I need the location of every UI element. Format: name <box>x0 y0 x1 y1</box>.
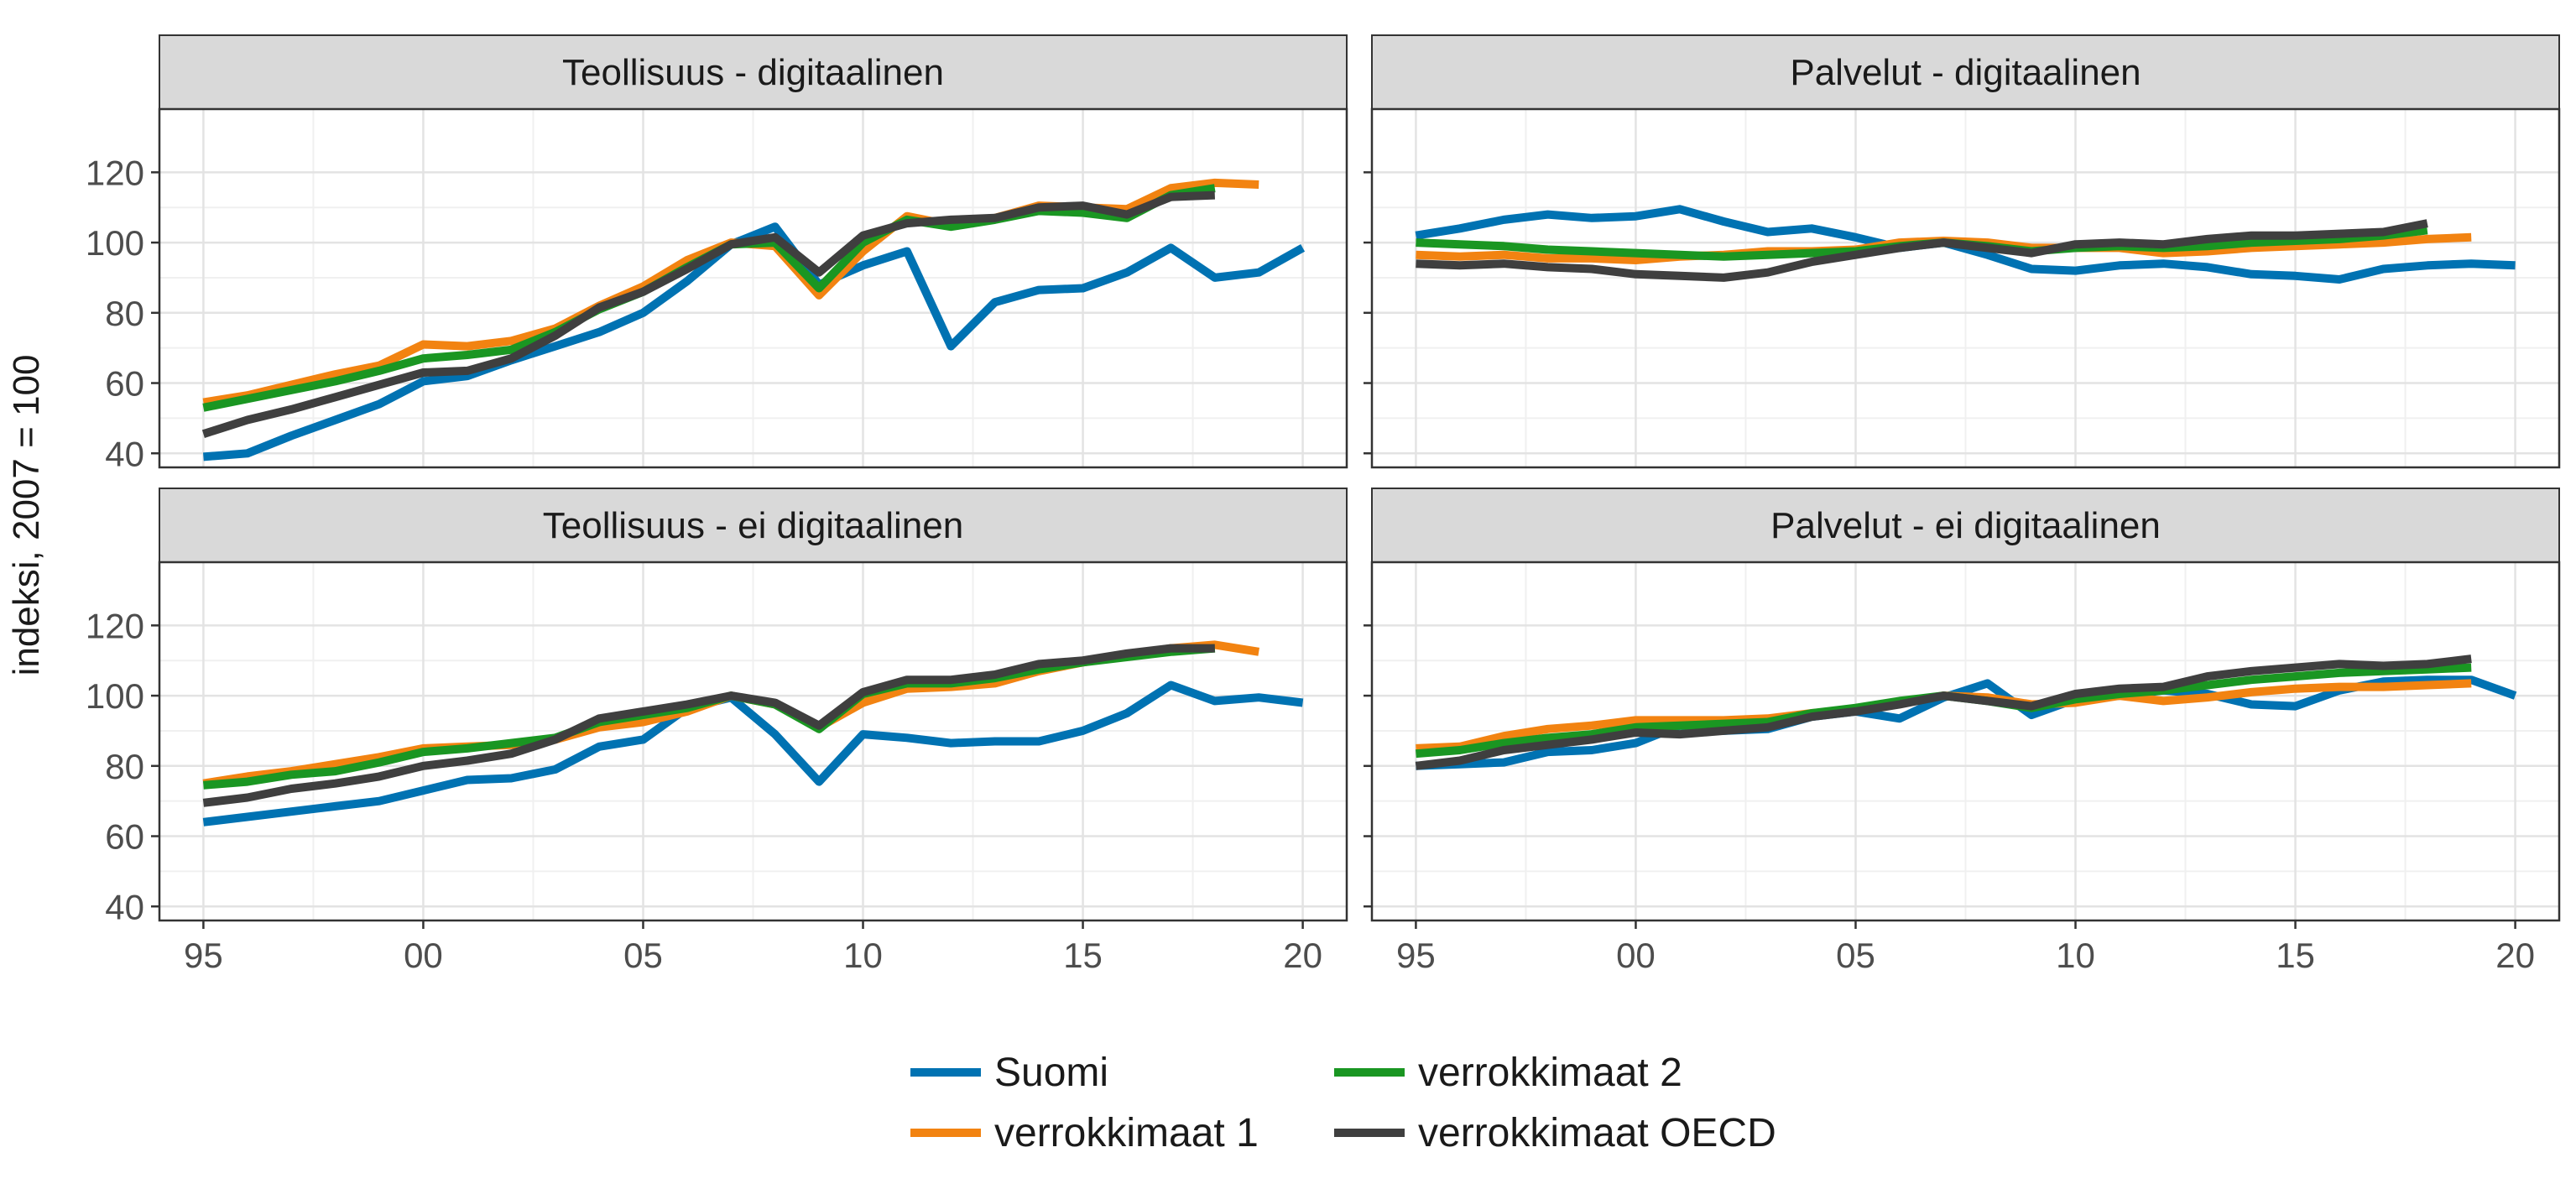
panel-teollisuus-ei-digitaalinen: Teollisuus - ei digitaalinen 40 60 80 100 120… <box>86 488 1348 975</box>
legend-item-suomi: Suomi <box>910 1051 1108 1095</box>
x-tick-label: 15 <box>1063 936 1103 975</box>
panel-border <box>1370 561 2561 922</box>
y-tick-label: 120 <box>86 606 144 645</box>
panel-title: Teollisuus - digitaalinen <box>562 52 944 93</box>
panel-palvelut-ei-digitaalinen: Palvelut - ei digitaalinen 95 00 05 10 15 20 <box>1364 488 2561 975</box>
legend-label: verrokkimaat 2 <box>1418 1051 1682 1095</box>
y-tick-label: 40 <box>105 434 144 473</box>
legend-item-verrokkimaat-2: verrokkimaat 2 <box>1334 1051 1682 1095</box>
x-tick-label: 10 <box>843 936 883 975</box>
legend-label: verrokkimaat 1 <box>994 1111 1259 1155</box>
chart-panels: Teollisuus - digitaalinen 40 60 80 100 120 Pal… <box>86 34 2561 975</box>
panel-border <box>158 107 1348 469</box>
y-tick-label: 80 <box>105 294 144 333</box>
x-tick-label: 20 <box>2495 936 2535 975</box>
x-tick-label: 20 <box>1283 936 1322 975</box>
x-tick-label: 05 <box>1836 936 1875 975</box>
panel-teollisuus-digitaalinen: Teollisuus - digitaalinen 40 60 80 100 120 <box>86 34 1348 473</box>
legend-label: verrokkimaat OECD <box>1418 1111 1776 1155</box>
y-tick-label: 100 <box>86 223 144 263</box>
x-tick-label: 00 <box>404 936 443 975</box>
x-tick-label: 00 <box>1616 936 1656 975</box>
series-line-verrokkimaat-oecd <box>1415 654 2472 770</box>
y-axis-label: indeksi, 2007 = 100 <box>6 355 47 676</box>
x-tick-label: 95 <box>184 936 223 975</box>
series-line-suomi <box>1416 675 2517 770</box>
series-line-verrokkimaat-oecd <box>202 644 1215 807</box>
y-tick-label: 40 <box>105 887 144 926</box>
legend-label: Suomi <box>994 1051 1108 1095</box>
panel-strip <box>159 488 1348 563</box>
x-tick-label: 10 <box>2056 936 2095 975</box>
series-line-suomi <box>203 222 1306 462</box>
legend-item-verrokkimaat-1: verrokkimaat 1 <box>910 1111 1259 1155</box>
series-line-suomi <box>202 681 1304 827</box>
panel-palvelut-digitaalinen: Palvelut - digitaalinen <box>1364 34 2561 469</box>
x-tick-label: 15 <box>2276 936 2315 975</box>
panel-border <box>158 561 1348 922</box>
y-tick-label: 60 <box>105 817 144 857</box>
y-tick-label: 80 <box>105 747 144 786</box>
x-tick-label: 95 <box>1396 936 1436 975</box>
panel-strip <box>159 34 1348 110</box>
panel-title: Teollisuus - ei digitaalinen <box>543 505 963 546</box>
y-tick-label: 100 <box>86 676 144 716</box>
panel-border <box>1370 107 2561 469</box>
series-line-verrokkimaat-oecd <box>1416 219 2428 282</box>
panel-title: Palvelut - digitaalinen <box>1790 52 2141 93</box>
series-line-verrokkimaat-oecd <box>201 190 1216 438</box>
legend-item-verrokkimaat-oecd: verrokkimaat OECD <box>1334 1111 1776 1155</box>
y-tick-label: 60 <box>105 364 144 404</box>
y-tick-label: 120 <box>86 153 144 192</box>
legend: Suomi verrokkimaat 1 verrokkimaat 2 verrokk… <box>910 1051 1776 1155</box>
x-tick-label: 05 <box>623 936 663 975</box>
panel-strip <box>1371 34 2560 110</box>
panel-title: Palvelut - ei digitaalinen <box>1770 505 2161 546</box>
